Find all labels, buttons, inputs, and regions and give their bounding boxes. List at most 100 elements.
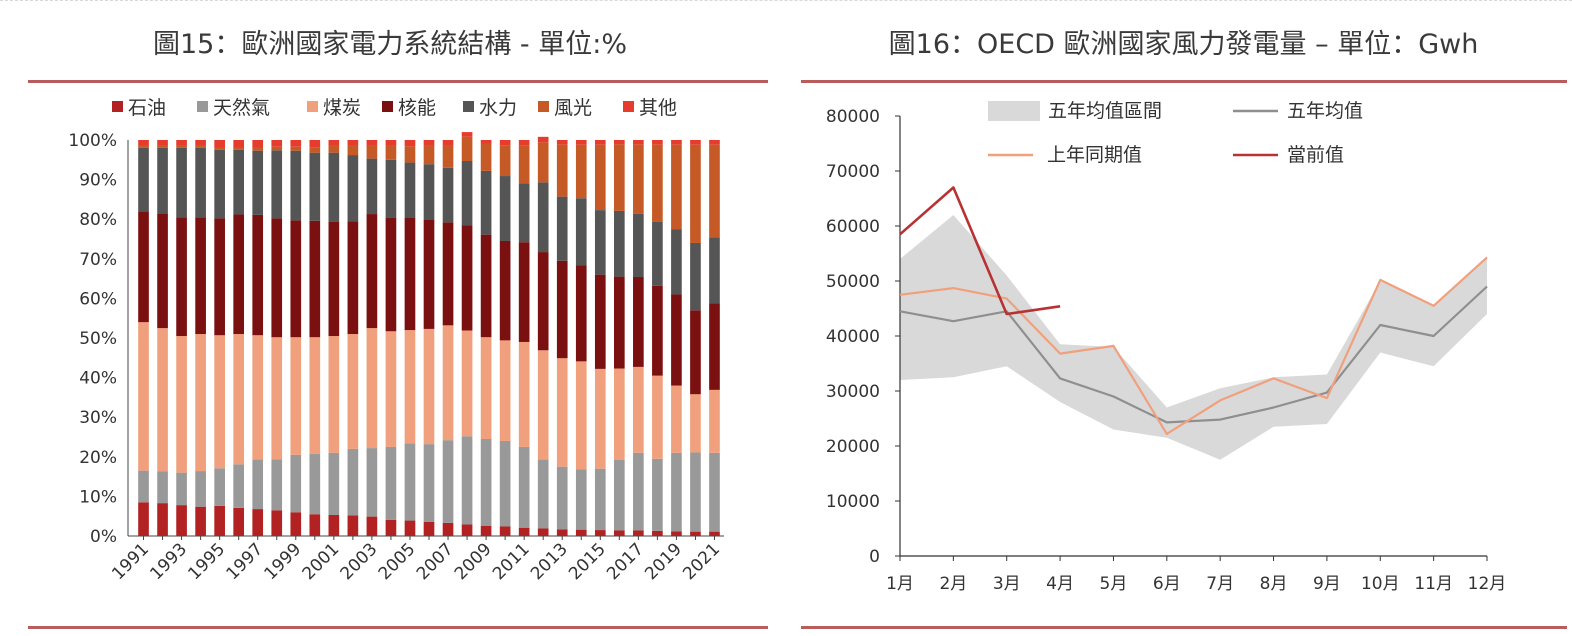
bar-segment-2005-5 [404, 146, 416, 163]
bar-segment-2010-1 [499, 440, 511, 527]
x-tick-label: 1月 [886, 574, 914, 594]
x-tick-label: 2015 [565, 539, 610, 584]
bar-segment-2019-4 [671, 229, 682, 295]
bar-segment-1998-1 [271, 459, 283, 511]
y-tick-label: 100% [68, 131, 117, 151]
bar-segment-2000-0 [309, 514, 321, 536]
bar-segment-2014-3 [575, 265, 587, 362]
bar-segment-2005-2 [404, 330, 416, 444]
y-tick-label: 70% [79, 250, 117, 270]
bar-segment-1999-2 [290, 337, 302, 455]
bar-segment-2016-3 [613, 276, 625, 369]
bar-segment-2003-3 [366, 214, 378, 329]
bar-segment-1997-2 [252, 335, 264, 460]
bar-segment-2001-1 [328, 452, 340, 516]
legend-label-4: 水力 [479, 97, 517, 119]
bar-segment-2008-3 [461, 225, 473, 331]
bar-segment-1995-0 [214, 505, 225, 536]
bar-segment-2020-1 [690, 452, 701, 532]
figure-15-panel: 圖15：歐洲國家電力系統結構 - 單位:% 石油 天然氣 煤炭 核能 水力 風光 其他 0% 1… [0, 0, 780, 636]
x-tick-label: 2011 [489, 539, 534, 584]
bar-segment-2011-2 [518, 341, 530, 447]
bar-segment-2018-6 [652, 140, 663, 145]
x-tick-label: 2007 [413, 539, 458, 584]
y-tick-label: 60000 [826, 217, 880, 237]
bar-segment-2020-4 [690, 242, 701, 311]
bar-segment-1999-4 [290, 150, 302, 221]
bar-segment-2015-5 [594, 144, 606, 211]
bar-segment-2010-4 [499, 176, 511, 241]
bar-segment-1998-2 [271, 337, 283, 460]
legend-label-band: 五年均值區間 [1048, 100, 1162, 122]
bar-segment-2016-5 [613, 144, 625, 211]
bar-segment-2009-6 [480, 140, 492, 144]
y-tick-label: 60% [79, 289, 117, 309]
bar-segment-2007-6 [442, 140, 454, 146]
bar-segment-1991-3 [138, 211, 149, 323]
bar-segment-2019-1 [671, 452, 682, 532]
bar-segment-2010-6 [499, 140, 511, 146]
series-line-0 [899, 285, 1488, 424]
bar-segment-1993-5 [176, 145, 187, 148]
bar-segment-2001-0 [328, 515, 340, 536]
x-tick-label: 2017 [603, 539, 648, 584]
bar-segment-2001-5 [328, 145, 340, 153]
x-tick-label: 2009 [451, 539, 496, 584]
x-tick-label: 8月 [1260, 574, 1288, 594]
x-tick-label: 7月 [1206, 574, 1234, 594]
figure-15-bottom-rule [28, 626, 768, 629]
bar-segment-2002-0 [347, 515, 359, 536]
bar-segment-2005-4 [404, 162, 416, 219]
y-tick-label: 40% [79, 369, 117, 389]
bar-segment-1993-0 [176, 505, 187, 536]
bar-segment-1999-0 [290, 512, 302, 536]
bar-segment-2007-4 [442, 167, 454, 223]
bar-segment-1994-0 [195, 506, 206, 536]
bar-segment-1995-3 [214, 218, 225, 336]
bar-segment-1998-5 [271, 146, 283, 151]
bar-segment-2003-0 [366, 516, 378, 536]
legend-label-1: 上年同期值 [1047, 144, 1142, 166]
bar-segment-2012-0 [537, 528, 549, 536]
bar-segment-2003-6 [366, 140, 378, 146]
figure-15-top-rule [28, 80, 768, 83]
figure-16-title: 圖16：OECD 歐洲國家風力發電量 – 單位：Gwh [888, 29, 1479, 60]
bar-segment-1997-0 [252, 509, 264, 536]
bar-segment-2000-2 [309, 337, 321, 455]
series-line-2 [899, 186, 1061, 316]
bar-segment-2015-0 [594, 530, 606, 536]
bar-segment-1991-2 [138, 322, 149, 471]
bar-segment-2001-2 [328, 336, 340, 453]
bar-segment-2006-5 [423, 145, 435, 165]
bar-segment-1994-1 [195, 471, 206, 507]
bar-segment-1992-6 [157, 140, 168, 146]
legend-label-5: 風光 [554, 97, 592, 119]
bar-segment-2003-4 [366, 158, 378, 215]
bar-segment-1994-6 [195, 140, 206, 146]
bar-segment-2012-1 [537, 459, 549, 529]
figure-15-title: 圖15：歐洲國家電力系統結構 - 單位:% [152, 29, 627, 60]
bar-segment-2013-6 [556, 140, 568, 145]
bar-segment-2015-4 [594, 210, 606, 275]
bar-segment-2020-0 [690, 531, 701, 536]
y-tick-label: 0% [90, 527, 117, 547]
bar-segment-1991-4 [138, 147, 149, 212]
bar-segment-2019-3 [671, 294, 682, 386]
bar-segment-1993-6 [176, 140, 187, 146]
bar-segment-2004-1 [385, 446, 397, 520]
bar-segment-1997-3 [252, 214, 264, 336]
y-tick-label: 80% [79, 210, 117, 230]
bar-segment-1995-2 [214, 335, 225, 469]
bar-segment-2017-5 [633, 144, 644, 214]
legend-band-swatch [988, 101, 1040, 121]
bar-segment-2000-1 [309, 454, 321, 515]
figure-16-bottom-rule [801, 626, 1567, 629]
bar-segment-2002-1 [347, 448, 359, 516]
x-tick-label: 9月 [1313, 574, 1341, 594]
bar-segment-2019-2 [671, 385, 682, 453]
bar-segment-2010-2 [499, 340, 511, 441]
bar-segment-2002-4 [347, 155, 359, 222]
bar-segment-2021-5 [709, 144, 720, 238]
bar-segment-2016-0 [613, 530, 625, 536]
legend-swatch-2 [307, 101, 318, 112]
